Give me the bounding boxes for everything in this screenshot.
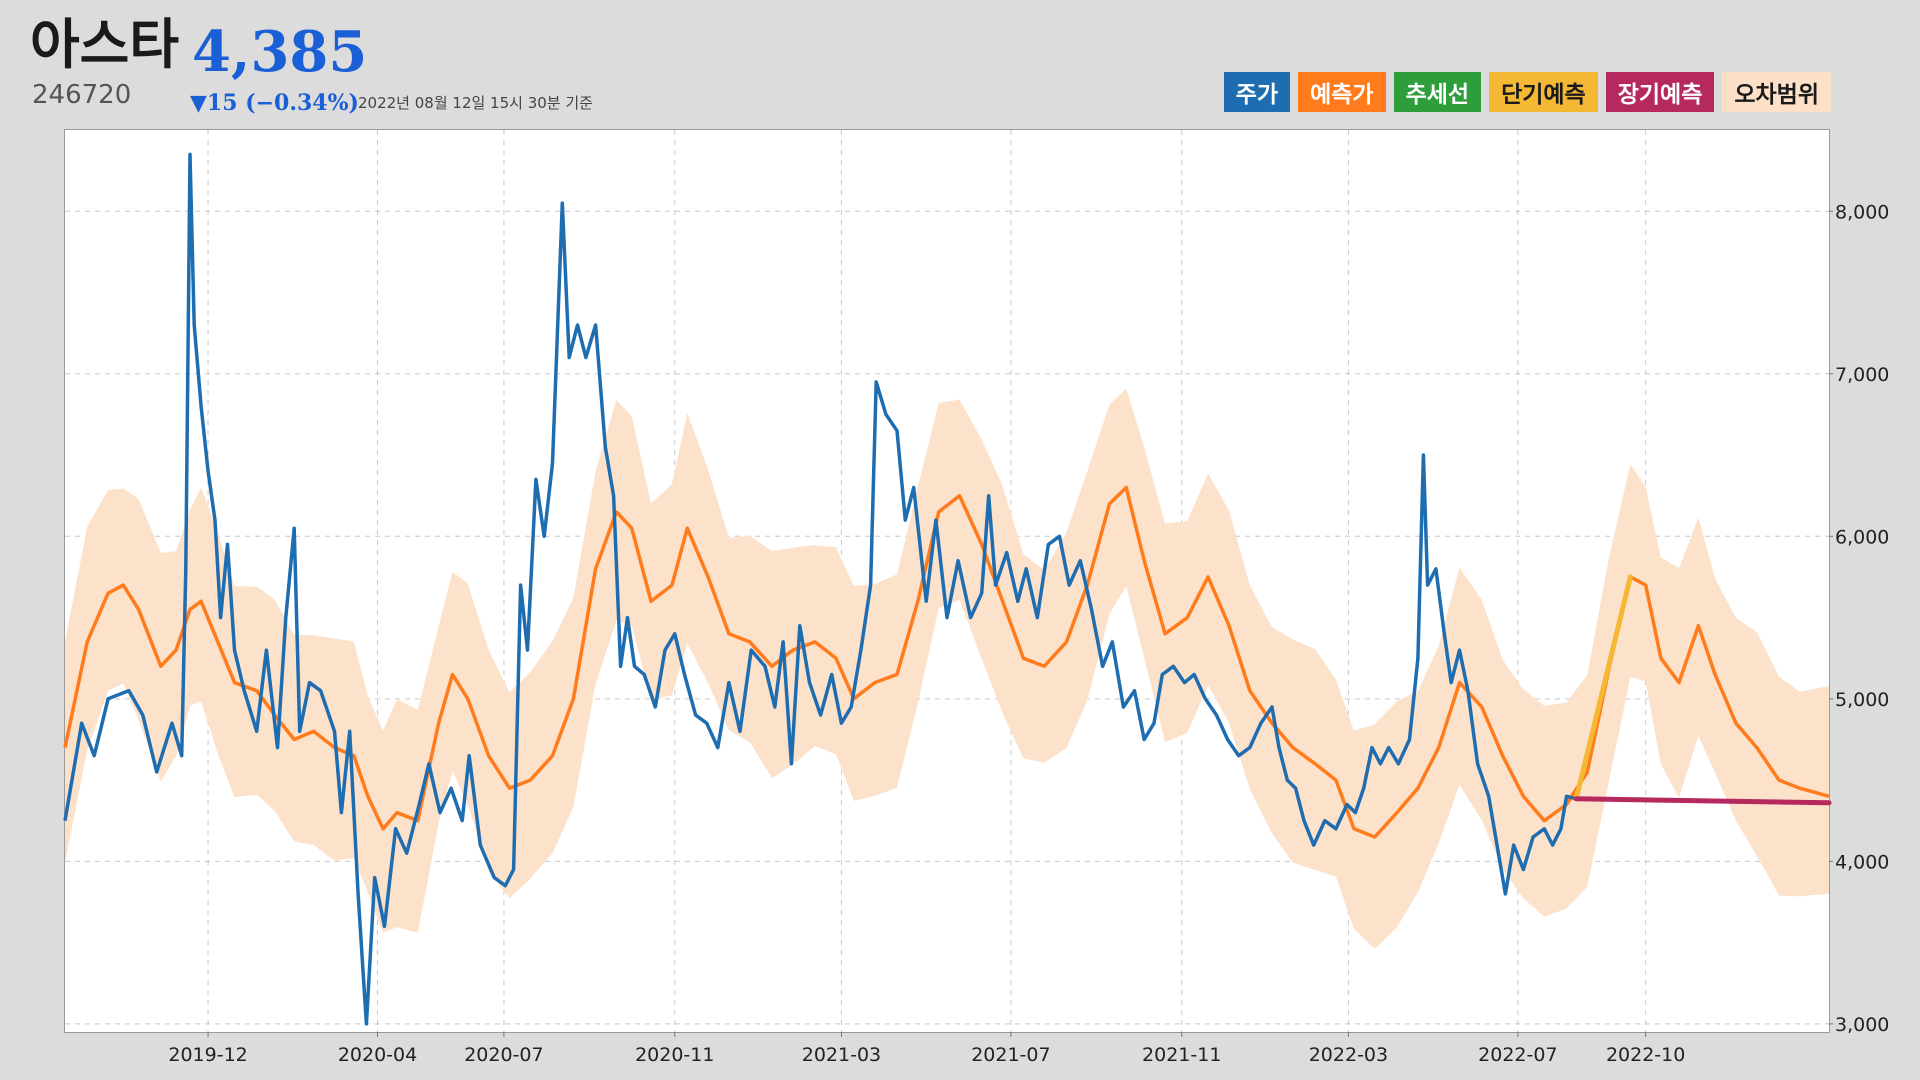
x-tick-label: 2019-12 xyxy=(168,1044,247,1066)
y-tick-label: 3,000 xyxy=(1835,1014,1889,1036)
stock-code: 246720 xyxy=(32,80,132,110)
y-tick-label: 8,000 xyxy=(1835,201,1889,223)
y-tick-label: 6,000 xyxy=(1835,526,1889,548)
stock-name: 아스타 xyxy=(30,13,180,76)
x-tick-label: 2020-04 xyxy=(338,1044,417,1066)
legend-item-price[interactable]: 주가 xyxy=(1223,72,1291,112)
legend-item-trend[interactable]: 추세선 xyxy=(1393,72,1482,112)
x-tick-label: 2021-07 xyxy=(971,1044,1050,1066)
x-tick-label: 2021-11 xyxy=(1142,1044,1221,1066)
y-tick-label: 5,000 xyxy=(1835,689,1889,711)
x-tick-label: 2022-07 xyxy=(1478,1044,1557,1066)
y-tick-label: 4,000 xyxy=(1835,851,1889,873)
timestamp: 2022년 08월 12일 15시 30분 기준 xyxy=(358,94,593,112)
x-tick-label: 2020-07 xyxy=(464,1044,543,1066)
legend-item-error-range[interactable]: 오차범위 xyxy=(1722,72,1831,112)
x-tick-label: 2021-03 xyxy=(802,1044,881,1066)
x-tick-label: 2020-11 xyxy=(635,1044,714,1066)
x-tick-label: 2022-10 xyxy=(1606,1044,1685,1066)
legend-item-long-term[interactable]: 장기예측 xyxy=(1605,72,1715,112)
forecast-line xyxy=(63,485,1830,839)
price-line xyxy=(63,152,1577,1026)
chart-legend: 주가 예측가 추세선 단기예측 장기예측 오차범위 xyxy=(1223,72,1831,112)
short-term-forecast-line xyxy=(1573,574,1633,802)
legend-item-short-term[interactable]: 단기예측 xyxy=(1489,72,1598,112)
x-tick-label: 2022-03 xyxy=(1309,1044,1388,1066)
long-term-forecast-line xyxy=(1573,796,1832,806)
error-range-band xyxy=(65,388,1829,949)
price-change: ▼15 (−0.34%) xyxy=(190,90,359,116)
stock-price: 4,385 xyxy=(192,19,368,85)
legend-item-forecast[interactable]: 예측가 xyxy=(1298,72,1386,112)
y-tick-label: 7,000 xyxy=(1835,364,1889,386)
